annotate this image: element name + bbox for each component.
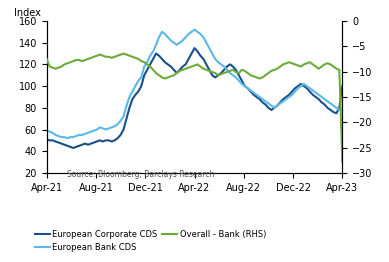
- Text: Index: Index: [14, 8, 41, 18]
- Text: Source: Bloomberg, Barclays Research: Source: Bloomberg, Barclays Research: [67, 170, 215, 179]
- Legend: European Corporate CDS, European Bank CDS, Overall - Bank (RHS): European Corporate CDS, European Bank CD…: [32, 226, 270, 255]
